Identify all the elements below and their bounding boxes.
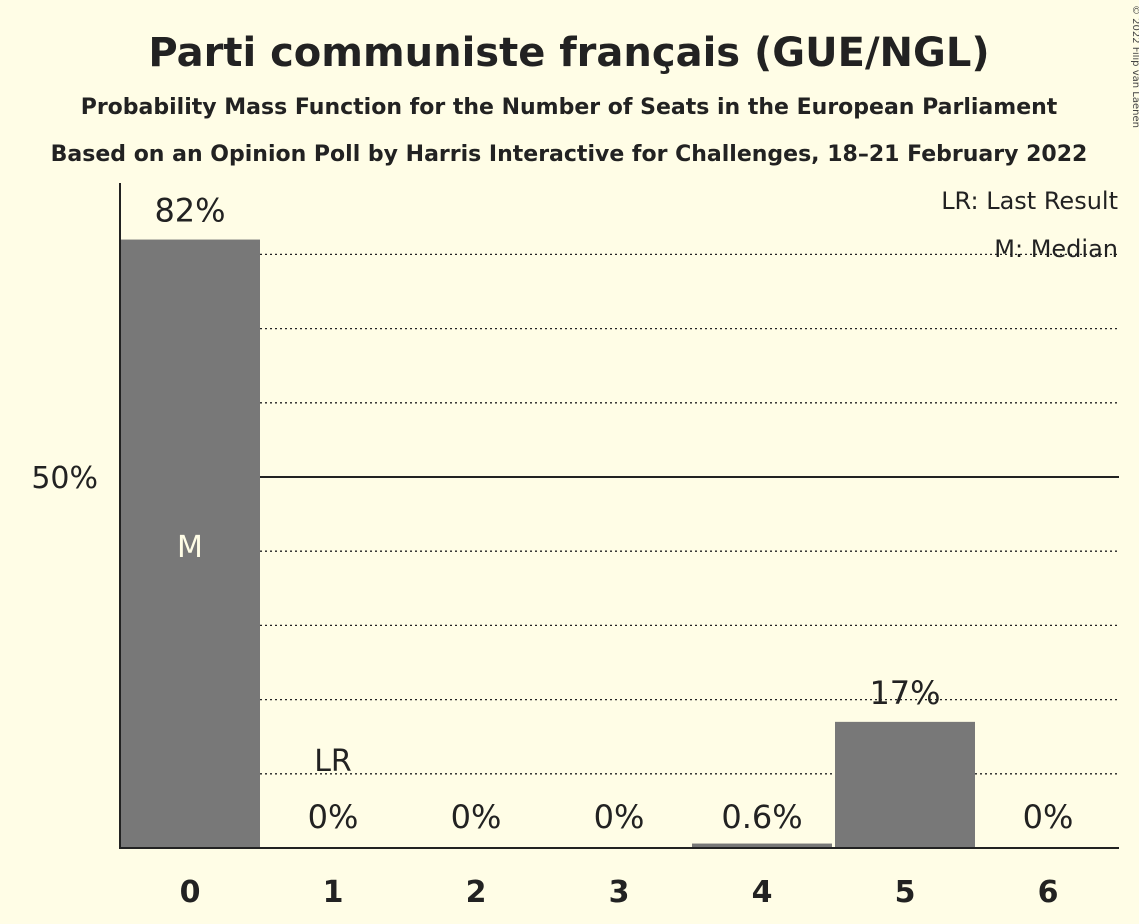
legend-median: M: Median [994,235,1118,263]
chart-title: Parti communiste français (GUE/NGL) [148,30,989,76]
data-label-4: 0.6% [721,798,802,836]
chart-subtitle-source: Based on an Opinion Poll by Harris Inter… [51,142,1088,167]
x-tick-6: 6 [1038,875,1059,910]
data-label-0: 82% [154,192,225,230]
data-label-6: 0% [1023,798,1074,836]
x-tick-1: 1 [323,875,344,910]
x-tick-3: 3 [609,875,630,910]
data-label-5: 17% [869,674,940,712]
bar-5 [835,721,975,848]
y-tick-labels: 50% [31,461,98,496]
bar-4 [692,843,832,848]
legend-last-result: LR: Last Result [941,187,1118,215]
data-label-2: 0% [451,798,502,836]
data-labels: 82% M 0% LR 0% 0% 0.6% 17% 0% [154,192,1073,836]
gridlines [120,253,1119,775]
data-label-3: 0% [594,798,645,836]
bar-0 [120,239,260,848]
median-marker: M [177,530,203,565]
bars [120,239,975,848]
y-tick-50: 50% [31,461,98,496]
x-tick-0: 0 [180,875,201,910]
x-tick-labels: 0 1 2 3 4 5 6 [180,875,1059,910]
x-tick-2: 2 [466,875,487,910]
x-tick-5: 5 [895,875,916,910]
x-tick-4: 4 [752,875,773,910]
last-result-marker: LR [314,744,352,779]
copyright-note: © 2022 Filip van Laenen [1130,5,1139,128]
chart-subtitle: Probability Mass Function for the Number… [81,95,1058,120]
data-label-1: 0% [308,798,359,836]
